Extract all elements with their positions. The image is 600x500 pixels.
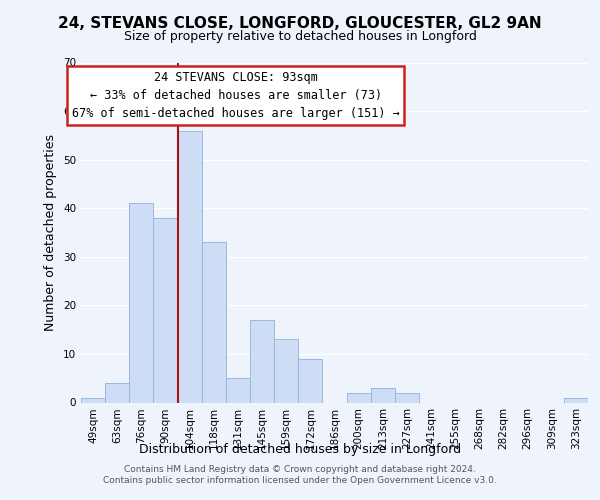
Text: Contains public sector information licensed under the Open Government Licence v3: Contains public sector information licen… [103,476,497,485]
Text: Distribution of detached houses by size in Longford: Distribution of detached houses by size … [139,442,461,456]
Bar [371,388,395,402]
Bar [178,130,202,402]
Bar [250,320,274,402]
Text: 24 STEVANS CLOSE: 93sqm
← 33% of detached houses are smaller (73)
67% of semi-de: 24 STEVANS CLOSE: 93sqm ← 33% of detache… [72,71,400,120]
Bar [105,383,129,402]
Bar [347,393,371,402]
Bar [202,242,226,402]
Text: 24, STEVANS CLOSE, LONGFORD, GLOUCESTER, GL2 9AN: 24, STEVANS CLOSE, LONGFORD, GLOUCESTER,… [58,16,542,31]
Bar [129,204,154,402]
Bar [154,218,178,402]
Bar [298,359,322,403]
Bar [564,398,588,402]
Bar [395,393,419,402]
Bar [81,398,105,402]
Bar [274,340,298,402]
Y-axis label: Number of detached properties: Number of detached properties [44,134,58,331]
Bar [226,378,250,402]
Text: Contains HM Land Registry data © Crown copyright and database right 2024.: Contains HM Land Registry data © Crown c… [124,465,476,474]
Text: Size of property relative to detached houses in Longford: Size of property relative to detached ho… [124,30,476,43]
